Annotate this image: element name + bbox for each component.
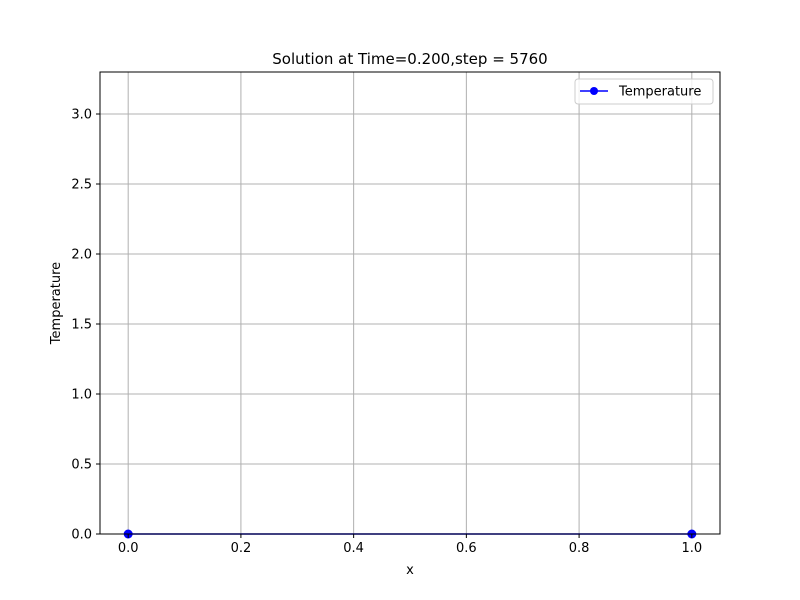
- legend-box: [574, 78, 714, 105]
- y-tick-label: 1.0: [71, 388, 92, 403]
- x-tick-label: 0.8: [569, 541, 590, 556]
- x-tick-label: 0.2: [231, 541, 252, 556]
- x-axis-label: x: [406, 563, 414, 578]
- x-tick-label: 1.0: [681, 541, 702, 556]
- y-tick-label: 2.5: [71, 178, 92, 193]
- y-tick-label: 2.0: [71, 248, 92, 263]
- plot-area-border: [99, 71, 721, 535]
- tick-layer: 0.0 0.2 0.4 0.6 0.8 1.0 0.0 0.5 1.0 1.5 2.0 2.5 3.0: [71, 108, 702, 557]
- x-tick-label: 0.4: [343, 541, 364, 556]
- legend: Temperature: [574, 78, 714, 105]
- chart-title: Solution at Time=0.200,step = 5760: [272, 50, 547, 68]
- y-tick-label: 0.5: [71, 458, 92, 473]
- legend-label: Temperature: [618, 85, 701, 100]
- legend-marker-swatch: [590, 87, 598, 95]
- grid-layer: [100, 72, 720, 535]
- x-tick-label: 0.6: [456, 541, 477, 556]
- y-tick-label: 3.0: [71, 108, 92, 123]
- y-axis-label: Temperature: [49, 262, 64, 345]
- x-tick-label: 0.0: [118, 541, 139, 556]
- y-tick-label: 0.0: [71, 528, 92, 543]
- y-tick-label: 1.5: [71, 318, 92, 333]
